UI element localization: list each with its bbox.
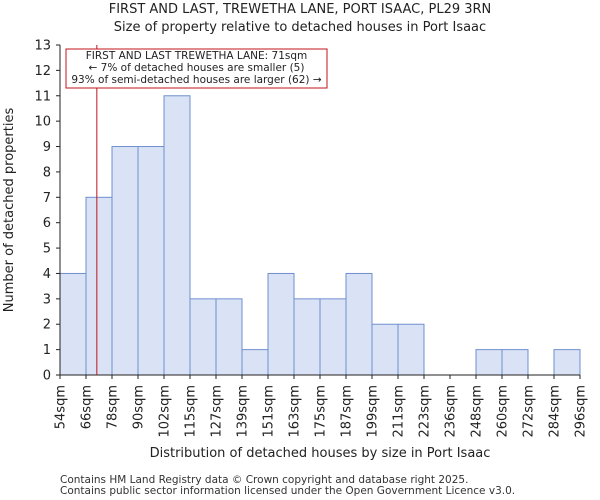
bar-175sqm bbox=[319, 298, 347, 376]
x-axis-label: Distribution of detached houses by size … bbox=[150, 446, 491, 461]
x-tick-label: 151sqm bbox=[262, 385, 277, 438]
x-tick-label: 127sqm bbox=[210, 385, 225, 438]
bar-78sqm bbox=[111, 146, 139, 376]
x-tick-label: 102sqm bbox=[158, 385, 173, 438]
footer-line-2: Contains public sector information licen… bbox=[60, 485, 516, 497]
x-tick-label: 115sqm bbox=[184, 385, 199, 438]
y-tick-label: 1 bbox=[43, 343, 51, 358]
bar-187sqm bbox=[345, 272, 373, 376]
x-tick-label: 163sqm bbox=[288, 385, 303, 438]
x-tick-label: 66sqm bbox=[80, 385, 95, 429]
x-tick-label: 236sqm bbox=[444, 385, 459, 438]
y-tick-label: 2 bbox=[43, 318, 51, 333]
x-tick-label: 187sqm bbox=[340, 385, 355, 438]
y-tick-label: 10 bbox=[34, 115, 51, 130]
y-tick-label: 5 bbox=[43, 242, 51, 257]
chart-subtitle: Size of property relative to detached ho… bbox=[113, 20, 487, 35]
x-tick-label: 54sqm bbox=[54, 385, 69, 429]
bar-163sqm bbox=[293, 298, 321, 376]
x-tick-label: 90sqm bbox=[132, 385, 147, 429]
bar-284sqm bbox=[553, 349, 581, 376]
x-tick-label: 296sqm bbox=[574, 385, 589, 438]
footer-line-1: Contains HM Land Registry data © Crown c… bbox=[60, 474, 469, 486]
y-tick-label: 9 bbox=[43, 140, 51, 155]
annotation-line-1: FIRST AND LAST TREWETHA LANE: 71sqm bbox=[86, 50, 308, 62]
annotation-line-2: ← 7% of detached houses are smaller (5) bbox=[89, 62, 305, 74]
y-tick-label: 11 bbox=[34, 89, 51, 104]
x-tick-label: 284sqm bbox=[548, 385, 563, 438]
bar-127sqm bbox=[215, 298, 243, 376]
x-tick-label: 260sqm bbox=[496, 385, 511, 438]
y-tick-label: 3 bbox=[43, 292, 51, 307]
y-tick-label: 4 bbox=[43, 267, 51, 282]
x-tick-label: 211sqm bbox=[392, 385, 407, 438]
x-tick-label: 199sqm bbox=[366, 385, 381, 438]
x-tick-label: 78sqm bbox=[106, 385, 121, 429]
y-tick-label: 7 bbox=[43, 191, 51, 206]
y-axis-label: Number of detached properties bbox=[2, 108, 17, 313]
bar-248sqm bbox=[475, 349, 503, 376]
bar-102sqm bbox=[163, 95, 191, 376]
bar-90sqm bbox=[137, 146, 165, 376]
chart-title: FIRST AND LAST, TREWETHA LANE, PORT ISAA… bbox=[108, 2, 492, 17]
annotation-border bbox=[65, 48, 328, 89]
y-tick-label: 12 bbox=[34, 64, 51, 79]
bar-54sqm bbox=[59, 272, 87, 376]
y-tick-label: 6 bbox=[43, 216, 51, 231]
bar-151sqm bbox=[267, 272, 295, 376]
y-tick-label: 13 bbox=[34, 39, 51, 54]
x-tick-label: 248sqm bbox=[470, 385, 485, 438]
x-tick-label: 139sqm bbox=[236, 385, 251, 438]
bar-66sqm bbox=[85, 196, 113, 376]
x-tick-label: 175sqm bbox=[314, 385, 329, 438]
bar-211sqm bbox=[397, 323, 425, 376]
bar-199sqm bbox=[371, 323, 399, 376]
y-tick-label: 0 bbox=[43, 369, 51, 384]
x-tick-label: 223sqm bbox=[418, 385, 433, 438]
annotation-line-3: 93% of semi-detached houses are larger (… bbox=[71, 74, 322, 86]
bar-115sqm bbox=[189, 298, 217, 376]
bar-260sqm bbox=[501, 349, 529, 376]
y-tick-label: 8 bbox=[43, 165, 51, 180]
annotation-box: FIRST AND LAST TREWETHA LANE: 71sqm ← 7%… bbox=[65, 48, 328, 89]
bar-139sqm bbox=[241, 349, 269, 376]
x-tick-label: 272sqm bbox=[522, 385, 537, 438]
